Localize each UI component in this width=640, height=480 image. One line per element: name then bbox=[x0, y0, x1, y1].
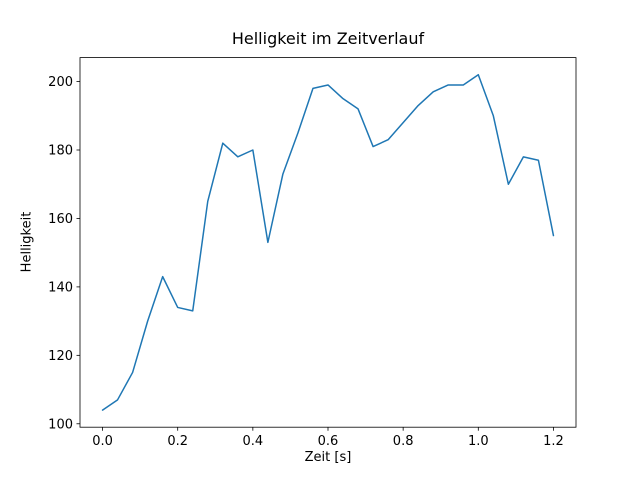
x-tick-label: 0.2 bbox=[167, 434, 188, 449]
y-tick-label: 140 bbox=[48, 280, 73, 295]
y-tick-label: 100 bbox=[48, 417, 73, 432]
x-tick-label: 0.0 bbox=[92, 434, 113, 449]
y-axis-label: Helligkeit bbox=[19, 211, 35, 273]
y-tick-label: 120 bbox=[48, 349, 73, 364]
data-line bbox=[101, 73, 555, 411]
x-tick-label: 0.8 bbox=[393, 434, 414, 449]
x-tick-label: 1.2 bbox=[543, 434, 564, 449]
x-tick-label: 0.6 bbox=[318, 434, 339, 449]
x-tick-label: 0.4 bbox=[243, 434, 264, 449]
y-tick-label: 180 bbox=[48, 144, 73, 159]
y-tick-label: 160 bbox=[48, 212, 73, 227]
y-tick-label: 200 bbox=[48, 75, 73, 90]
chart-title: Helligkeit im Zeitverlauf bbox=[231, 29, 425, 48]
x-tick-label: 1.0 bbox=[468, 434, 489, 449]
axes-box bbox=[79, 57, 577, 428]
x-axis-label: Zeit [s] bbox=[304, 450, 352, 465]
